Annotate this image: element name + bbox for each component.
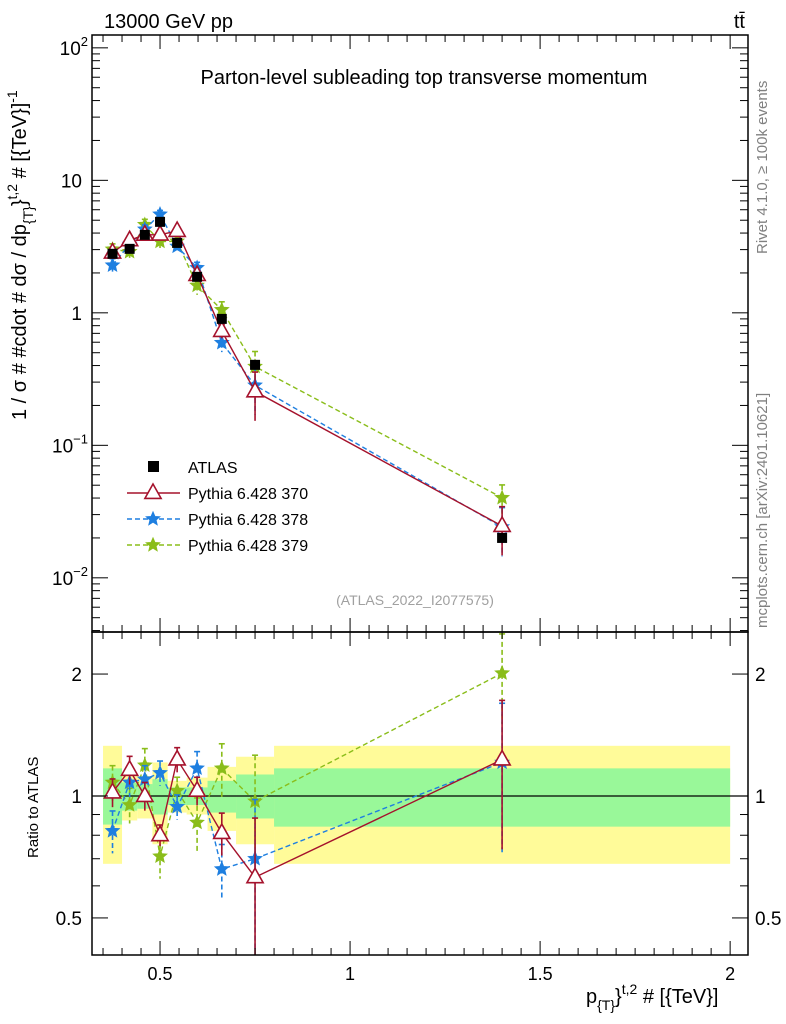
data-point	[497, 532, 508, 543]
legend-entry: Pythia 6.428 378	[127, 510, 308, 529]
data-point	[189, 814, 205, 830]
analysis-id: (ATLAS_2022_I2077575)	[336, 592, 494, 608]
legend-marker	[145, 536, 161, 552]
ratio-y-tick-label-right: 0.5	[755, 909, 781, 930]
data-point	[167, 220, 187, 238]
legend-marker	[143, 482, 163, 500]
data-point	[212, 320, 232, 338]
data-point	[121, 796, 138, 812]
data-point	[120, 759, 140, 777]
data-point	[124, 243, 135, 254]
ratio-band-inner	[152, 779, 168, 815]
ratio-y-tick-label-left: 1	[71, 787, 82, 808]
legend-entry: Pythia 6.428 370	[127, 482, 308, 503]
data-point	[250, 359, 261, 370]
legend-entry: ATLAS	[148, 460, 238, 477]
legend-marker	[145, 510, 161, 526]
series-atlas	[107, 216, 508, 543]
data-point	[189, 277, 205, 293]
data-point	[169, 798, 186, 814]
x-tick-label: 0.5	[148, 964, 173, 984]
data-point	[150, 824, 170, 842]
data-point	[216, 313, 227, 324]
y-tick-label: 10	[61, 171, 82, 192]
data-point	[192, 271, 203, 282]
y-tick-label: 1	[71, 304, 82, 325]
data-point	[150, 224, 170, 241]
series-line-main	[111, 213, 503, 528]
legend-entry: Pythia 6.428 379	[127, 536, 308, 555]
data-point	[245, 380, 265, 398]
data-point	[213, 760, 230, 776]
legend-label: Pythia 6.428 379	[188, 538, 308, 555]
data-point	[103, 781, 122, 799]
y-tick-label: 10−1	[52, 431, 88, 457]
y-tick-label: 102	[60, 34, 88, 60]
ratio-y-tick-label-right: 2	[755, 665, 766, 686]
energy-label: 13000 GeV pp	[104, 11, 233, 33]
data-point	[107, 248, 118, 259]
legend-label: Pythia 6.428 370	[188, 486, 308, 503]
x-tick-label: 2	[725, 964, 735, 984]
y-axis-label: 1 / σ # #cdot # dσ / dp{T}}t,2 # [{TeV}]…	[4, 90, 36, 420]
ratio-y-tick-label-right: 1	[755, 787, 766, 808]
series-line-main	[112, 230, 503, 527]
data-point	[213, 860, 230, 876]
ratio-y-tick-label-left: 2	[71, 665, 82, 686]
data-point	[152, 764, 168, 780]
source-label: mcplots.cern.ch [arXiv:2401.10621]	[754, 393, 771, 628]
data-point	[104, 256, 121, 272]
series-line-main	[112, 223, 503, 499]
data-point	[104, 822, 121, 838]
y-tick-label: 10−2	[52, 564, 88, 590]
data-point	[155, 216, 166, 227]
data-point	[494, 664, 511, 680]
ratio-y-tick-label-left: 0.5	[56, 909, 82, 930]
data-point	[213, 301, 230, 317]
legend: ATLAS Pythia 6.428 370 Pythia 6.428 378 Pyt…	[127, 460, 308, 555]
data-point	[187, 780, 207, 797]
data-point	[139, 229, 150, 240]
data-point	[189, 760, 205, 776]
ratio-panel-frame	[91, 631, 749, 956]
data-point	[135, 785, 155, 803]
data-point	[492, 515, 512, 533]
x-tick-label: 1.5	[528, 964, 553, 984]
data-point	[492, 748, 512, 766]
data-point	[152, 847, 168, 863]
data-marks	[103, 205, 512, 955]
axis-ticks: 0.5 1 1.5 2 102 10 1 10−1 10−2 0.5 0.5 1 1 2 2	[52, 34, 781, 984]
data-point	[245, 866, 265, 884]
data-point	[169, 782, 186, 798]
data-point	[494, 489, 511, 505]
legend-label: ATLAS	[188, 460, 238, 477]
x-axis-label: p{T}}t,2 # [{TeV}]	[586, 981, 718, 1013]
data-point	[172, 237, 183, 248]
data-point	[167, 748, 187, 766]
process-label: tt̄	[734, 11, 746, 33]
data-point	[212, 822, 232, 840]
legend-marker	[148, 461, 159, 472]
x-tick-label: 1	[345, 964, 355, 984]
rivet-label: Rivet 4.1.0, ≥ 100k events	[754, 81, 771, 254]
legend-label: Pythia 6.428 378	[188, 512, 308, 529]
series-line-ratio	[111, 672, 503, 857]
chart-title: Parton-level subleading top transverse m…	[201, 67, 648, 89]
ratio-y-axis-label: Ratio to ATLAS	[25, 757, 42, 858]
ratio-uncertainty-bands	[92, 745, 748, 864]
